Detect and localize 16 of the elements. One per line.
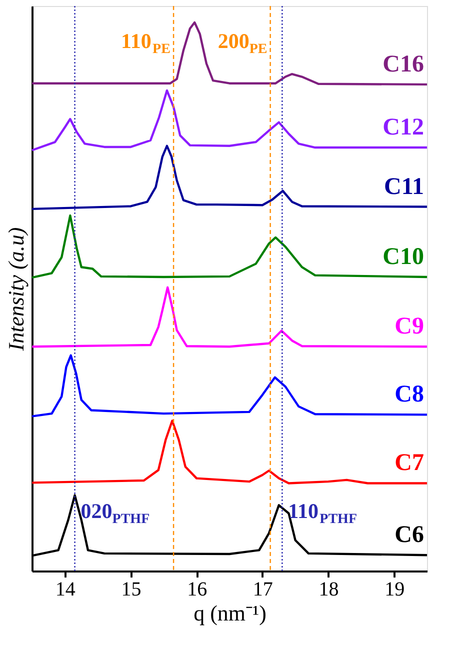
series-label: C6 [394,522,424,548]
x-tick-label: 14 [55,578,76,600]
x-tick-label: 18 [318,578,339,600]
series-label: C9 [394,314,424,340]
x-tick-label: 17 [252,578,273,600]
x-tick-label: 19 [384,578,405,600]
x-tick-label: 15 [121,578,142,600]
series-label: C7 [394,450,424,476]
x-axis-title: q (nm⁻¹) [194,600,266,626]
series-label: C16 [382,51,424,78]
series-label: C11 [384,174,424,200]
x-tick-label: 16 [187,578,208,600]
series-label: C10 [382,244,424,270]
series-label: C8 [394,382,424,408]
series-label: C12 [382,114,424,141]
y-axis-title: Intensity (a.u) [4,227,28,352]
